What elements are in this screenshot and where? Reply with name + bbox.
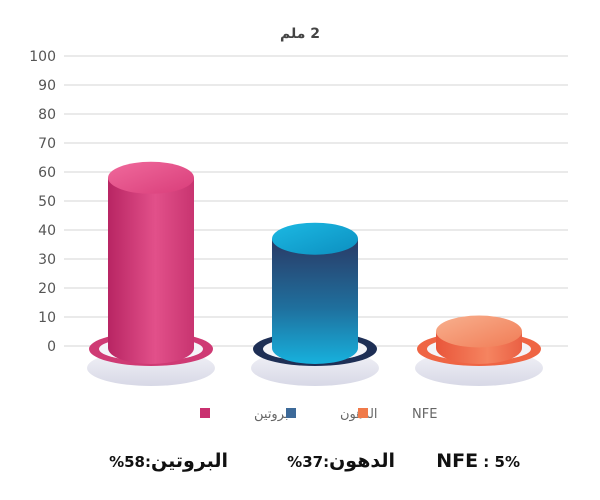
chart-title: 2 ملم — [280, 26, 320, 42]
legend-label: NFE — [412, 407, 437, 422]
legend-swatch — [358, 408, 368, 418]
y-tick-label: 0 — [47, 339, 56, 355]
summary-percent: 37% — [287, 453, 324, 471]
y-tick-label: 90 — [38, 78, 56, 94]
bar-1 — [87, 161, 215, 386]
y-axis: 0 10 20 30 40 50 60 70 80 90 100 — [29, 49, 56, 355]
bar-top — [272, 222, 358, 255]
bar-top — [108, 161, 194, 194]
y-tick-label: 70 — [38, 136, 56, 152]
y-tick-label: 40 — [38, 223, 56, 239]
summary-label: الدهون — [329, 450, 395, 472]
bar-3 — [415, 315, 543, 386]
y-tick-label: 60 — [38, 165, 56, 181]
bar-top — [436, 315, 522, 348]
y-tick-label: 80 — [38, 107, 56, 123]
legend-swatch — [200, 408, 210, 418]
y-tick-label: 30 — [38, 252, 56, 268]
bar-body — [272, 238, 358, 364]
summary-separator: : — [478, 453, 495, 471]
legend: البروتينالدهونNFE — [200, 407, 437, 422]
summary-separator: : — [144, 453, 151, 471]
y-tick-label: 10 — [38, 310, 56, 326]
legend-label: البروتين — [254, 407, 296, 422]
y-tick-label: 20 — [38, 281, 56, 297]
summary-item: NFE : 5% — [436, 450, 520, 472]
legend-swatch — [286, 408, 296, 418]
summary-label: NFE — [436, 450, 479, 472]
bars — [87, 161, 543, 386]
summary-item: البروتين:58% — [109, 450, 228, 472]
bar-2 — [251, 222, 379, 386]
y-tick-label: 100 — [29, 49, 56, 65]
y-tick-label: 50 — [38, 194, 56, 210]
summary-percent: 58% — [109, 453, 145, 471]
summary-percent: 5% — [494, 453, 520, 471]
bar-body — [108, 177, 194, 364]
summary-item: الدهون:37% — [287, 450, 395, 472]
summary-separator: : — [323, 453, 330, 471]
summary-label: البروتين — [150, 450, 228, 472]
